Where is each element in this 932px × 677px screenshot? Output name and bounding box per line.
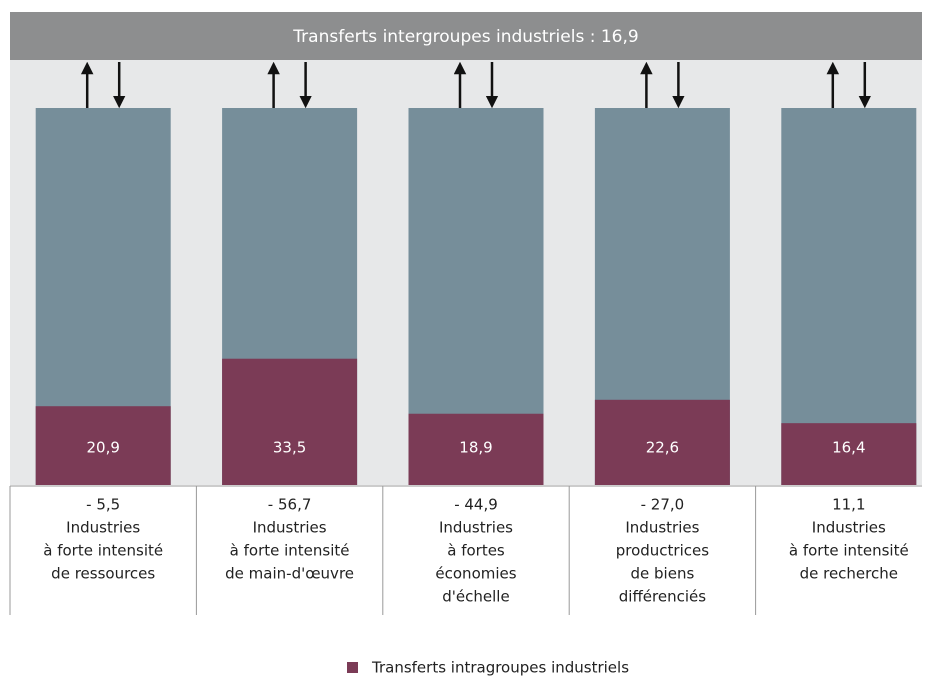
x-tick-label: Industries — [439, 519, 513, 537]
x-tick-label: Industries — [625, 519, 699, 537]
value-label: 33,5 — [273, 439, 306, 457]
balance-label: 11,1 — [832, 496, 865, 514]
x-tick-label: de ressources — [51, 565, 155, 583]
chart-title: Transferts intergroupes industriels : 16… — [292, 27, 638, 47]
value-label: 20,9 — [86, 439, 119, 457]
x-tick-label: d'échelle — [442, 588, 509, 606]
balance-label: - 44,9 — [454, 496, 498, 514]
bar — [222, 358, 358, 485]
x-tick-label: de main-d'œuvre — [225, 565, 354, 583]
title-banner — [10, 12, 922, 60]
column-background — [781, 108, 917, 485]
x-tick-label: différenciés — [619, 588, 706, 606]
x-tick-label: Industries — [253, 519, 327, 537]
x-tick-label: à forte intensité — [230, 542, 350, 560]
x-tick-label: productrices — [616, 542, 710, 560]
value-label: 16,4 — [832, 439, 865, 457]
x-tick-label: Industries — [812, 519, 886, 537]
x-tick-label: Industries — [66, 519, 140, 537]
legend-swatch — [347, 662, 358, 673]
balance-label: - 5,5 — [86, 496, 120, 514]
legend-label: Transferts intragroupes industriels — [371, 659, 629, 677]
bar — [408, 413, 544, 485]
x-tick-label: de recherche — [800, 565, 898, 583]
balance-label: - 56,7 — [268, 496, 312, 514]
bar — [594, 399, 730, 485]
x-tick-label: à forte intensité — [789, 542, 909, 560]
x-tick-label: à fortes — [447, 542, 505, 560]
bar — [781, 423, 917, 485]
value-label: 18,9 — [459, 439, 492, 457]
balance-label: - 27,0 — [641, 496, 685, 514]
x-tick-label: économies — [435, 565, 516, 583]
x-tick-label: à forte intensité — [43, 542, 163, 560]
x-tick-label: de biens — [631, 565, 695, 583]
value-label: 22,6 — [646, 439, 679, 457]
bar — [35, 406, 171, 485]
